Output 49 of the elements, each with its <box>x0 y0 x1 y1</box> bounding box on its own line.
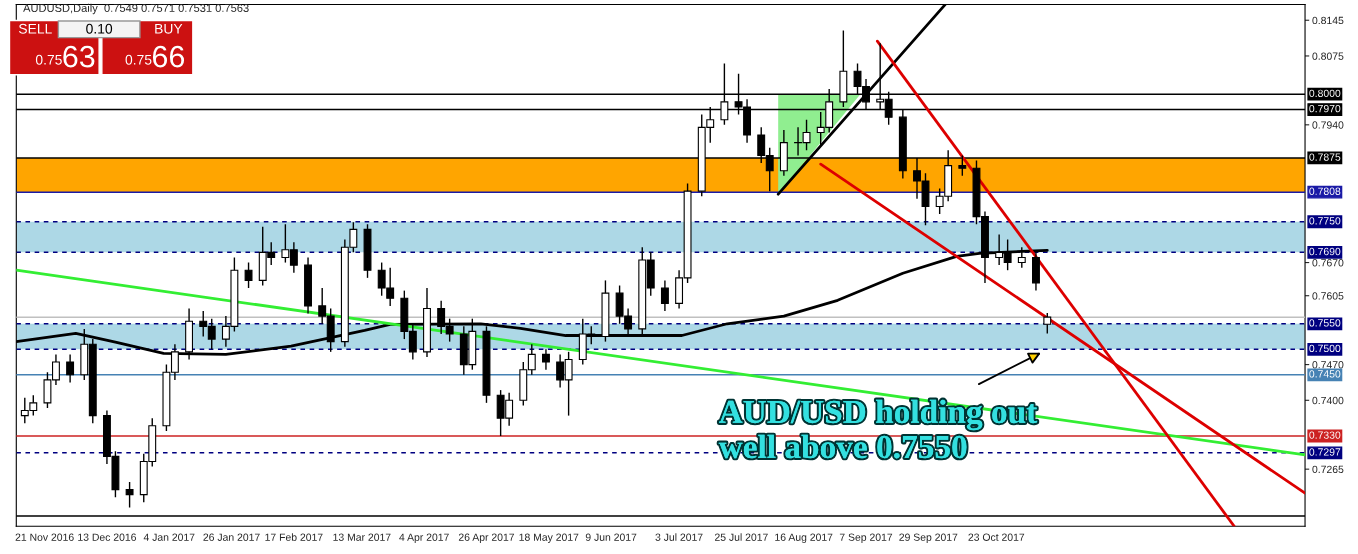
ref-line-label: 0.7550 <box>1309 319 1341 327</box>
annotation: 0.75 <box>35 54 62 65</box>
ref-line-label: 0.7297 <box>1309 448 1341 456</box>
y-tick-label: 0.8145 <box>1312 16 1344 25</box>
y-tick-label: 0.7670 <box>1312 259 1344 267</box>
annotation: SELL <box>18 23 52 34</box>
annotation: 63 <box>63 45 95 68</box>
x-tick-label: 7 Sep 2017 <box>839 533 893 543</box>
y-tick-label: 0.7265 <box>1312 465 1344 474</box>
ref-line-label: 0.7970 <box>1309 104 1341 113</box>
ref-line-label: 0.7808 <box>1309 187 1341 195</box>
x-tick-label: 23 Oct 2017 <box>968 533 1025 541</box>
ref-line-label: 0.8000 <box>1309 89 1341 98</box>
y-tick-label: 0.7470 <box>1312 361 1344 369</box>
x-tick-label: 4 Apr 2017 <box>399 533 449 543</box>
annotation: 0.75 <box>125 54 152 65</box>
ref-line-label: 0.7450 <box>1309 370 1341 378</box>
annotation: 66 <box>152 45 185 68</box>
candlestick <box>66 353 75 384</box>
x-tick-label: 25 Jul 2017 <box>714 533 768 541</box>
x-tick-label: 13 Mar 2017 <box>333 533 391 541</box>
ref-line-label: 0.7330 <box>1309 431 1341 439</box>
x-tick-label: 3 Jul 2017 <box>655 533 703 541</box>
x-tick-label: 13 Dec 2016 <box>78 533 137 541</box>
y-tick-label: 0.8075 <box>1312 52 1344 60</box>
x-tick-label: 4 Jan 2017 <box>143 533 195 541</box>
x-tick-label: 26 Jan 2017 <box>203 533 260 541</box>
candlestick <box>542 348 550 371</box>
candlestick <box>125 481 134 509</box>
candlestick <box>660 279 669 312</box>
y-tick-label: 0.7605 <box>1312 292 1344 300</box>
x-tick-label: 9 Jun 2017 <box>585 533 637 541</box>
x-tick-label: 26 Apr 2017 <box>458 533 515 543</box>
candlestick <box>1043 312 1052 335</box>
y-tick-label: 0.7400 <box>1312 396 1344 405</box>
ref-line-label: 0.7500 <box>1309 344 1341 353</box>
annotation: 0.10 <box>86 23 113 34</box>
chart-title: AUDUSD,Daily 0.7549 0.7571 0.7531 0.7563 <box>23 3 249 15</box>
ref-line-label: 0.7690 <box>1309 247 1341 256</box>
y-tick-label: 0.7940 <box>1312 121 1344 129</box>
x-tick-label: 18 May 2017 <box>519 533 579 543</box>
candlestick <box>244 261 253 289</box>
ref-line-label: 0.7750 <box>1309 217 1341 225</box>
x-tick-label: 17 Feb 2017 <box>265 533 323 541</box>
ref-line-label: 0.7875 <box>1309 153 1341 161</box>
x-tick-label: 21 Nov 2016 <box>15 533 74 541</box>
annotation: BUY <box>155 23 183 34</box>
x-tick-label: 16 Aug 2017 <box>775 533 833 543</box>
x-tick-label: 29 Sep 2017 <box>899 533 958 543</box>
